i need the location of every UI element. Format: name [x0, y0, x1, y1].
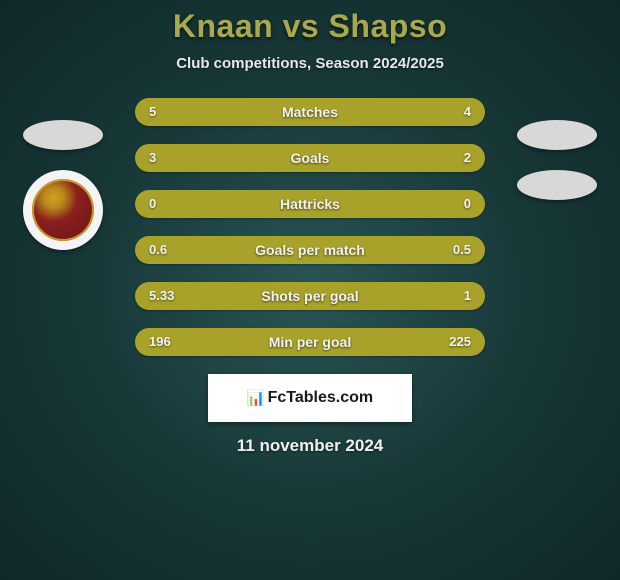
stat-label: Matches	[135, 98, 485, 126]
stats-bars: 54Matches 32Goals 00Hattricks 0.60.5Goals p…	[135, 98, 485, 356]
club-logo-left	[23, 170, 103, 250]
date-text: 11 november 2024	[0, 436, 620, 456]
stat-label: Hattricks	[135, 190, 485, 218]
subtitle: Club competitions, Season 2024/2025	[0, 55, 620, 72]
page-title: Knaan vs Shapso	[0, 8, 620, 45]
stat-row: 196225Min per goal	[135, 328, 485, 356]
stat-label: Goals	[135, 144, 485, 172]
stat-label: Shots per goal	[135, 282, 485, 310]
stat-row: 32Goals	[135, 144, 485, 172]
club-logo-placeholder	[517, 170, 597, 200]
branding-badge: 📊 FcTables.com	[208, 374, 412, 422]
left-player-logos	[18, 120, 108, 256]
player-logo-placeholder	[23, 120, 103, 150]
club-crest-icon	[32, 179, 94, 241]
branding-label: FcTables.com	[268, 389, 374, 407]
branding-text: 📊 FcTables.com	[247, 389, 373, 407]
chart-icon: 📊	[247, 389, 264, 407]
stat-label: Goals per match	[135, 236, 485, 264]
stat-row: 54Matches	[135, 98, 485, 126]
stat-label: Min per goal	[135, 328, 485, 356]
player-logo-placeholder	[517, 120, 597, 150]
stat-row: 5.331Shots per goal	[135, 282, 485, 310]
comparison-card: Knaan vs Shapso Club competitions, Seaso…	[0, 0, 620, 580]
stat-row: 0.60.5Goals per match	[135, 236, 485, 264]
right-player-logos	[512, 120, 602, 220]
stat-row: 00Hattricks	[135, 190, 485, 218]
